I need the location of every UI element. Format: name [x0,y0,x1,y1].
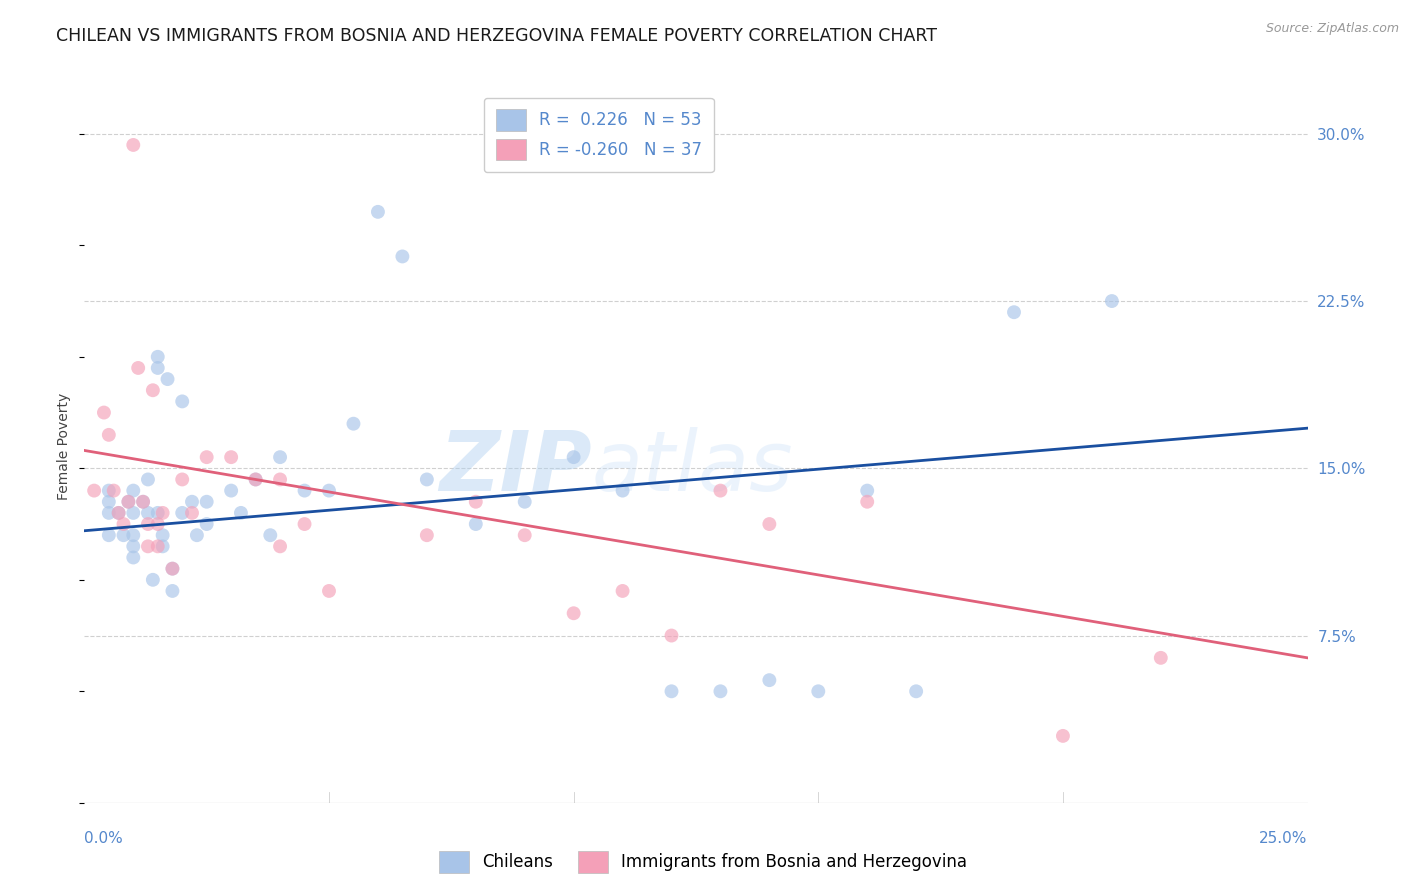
Point [172,506,194,520]
Point [807,684,830,698]
Point [464,494,486,508]
Point [122,506,145,520]
Point [162,583,184,598]
Text: atlas: atlas [592,427,793,508]
Point [181,494,204,508]
Point [112,528,135,542]
Point [117,494,139,508]
Point [122,539,145,553]
Point [83,483,105,498]
Point [152,528,174,542]
Point [342,417,364,431]
Point [186,528,208,542]
Point [758,673,780,687]
Text: 25.0%: 25.0% [1260,831,1308,847]
Point [661,628,683,642]
Point [122,138,145,153]
Point [136,473,159,487]
Point [136,517,159,532]
Point [136,539,159,553]
Text: ZIP: ZIP [439,427,592,508]
Point [172,394,194,409]
Y-axis label: Female Poverty: Female Poverty [58,392,72,500]
Point [132,494,155,508]
Point [103,483,125,498]
Point [97,494,120,508]
Point [122,550,145,565]
Point [97,427,120,442]
Point [93,405,115,420]
Point [269,539,291,553]
Text: 0.0%: 0.0% [84,831,124,847]
Point [709,684,731,698]
Point [612,483,634,498]
Point [229,506,252,520]
Point [661,684,683,698]
Point [162,562,184,576]
Point [172,473,194,487]
Point [117,494,139,508]
Point [758,517,780,532]
Point [318,583,340,598]
Point [562,607,585,621]
Point [318,483,340,498]
Point [195,494,218,508]
Point [152,539,174,553]
Point [612,583,634,598]
Point [391,249,413,264]
Point [122,528,145,542]
Text: CHILEAN VS IMMIGRANTS FROM BOSNIA AND HERZEGOVINA FEMALE POVERTY CORRELATION CHA: CHILEAN VS IMMIGRANTS FROM BOSNIA AND HE… [56,27,938,45]
Point [152,506,174,520]
Point [142,573,165,587]
Point [416,473,439,487]
Point [1101,293,1123,308]
Point [259,528,281,542]
Point [856,483,879,498]
Point [97,483,120,498]
Point [219,450,242,465]
Point [195,517,218,532]
Legend: Chileans, Immigrants from Bosnia and Herzegovina: Chileans, Immigrants from Bosnia and Her… [432,845,974,880]
Point [146,517,169,532]
Point [107,506,129,520]
Text: Source: ZipAtlas.com: Source: ZipAtlas.com [1265,22,1399,36]
Point [562,450,585,465]
Point [245,473,267,487]
Point [709,483,731,498]
Point [136,506,159,520]
Point [107,506,129,520]
Point [97,506,120,520]
Point [156,372,179,386]
Legend: R =  0.226   N = 53, R = -0.260   N = 37: R = 0.226 N = 53, R = -0.260 N = 37 [484,97,714,172]
Point [142,384,165,398]
Point [269,473,291,487]
Point [1052,729,1074,743]
Point [97,528,120,542]
Point [416,528,439,542]
Point [181,506,204,520]
Point [269,450,291,465]
Point [112,517,135,532]
Point [245,473,267,487]
Point [856,494,879,508]
Point [294,483,316,498]
Point [367,204,389,219]
Point [464,517,486,532]
Point [132,494,155,508]
Point [195,450,218,465]
Point [513,528,536,542]
Point [1150,651,1173,665]
Point [162,562,184,576]
Point [294,517,316,532]
Point [513,494,536,508]
Point [146,506,169,520]
Point [146,539,169,553]
Point [1002,305,1025,319]
Point [905,684,928,698]
Point [146,350,169,364]
Point [122,483,145,498]
Point [127,360,149,375]
Point [146,360,169,375]
Point [219,483,242,498]
